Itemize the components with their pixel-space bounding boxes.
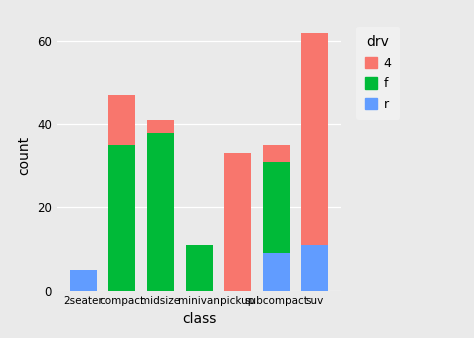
Bar: [224, 153, 251, 291]
Bar: [186, 245, 212, 291]
Bar: [263, 145, 290, 162]
Bar: [263, 253, 290, 291]
Legend: 4, f, r: 4, f, r: [356, 26, 400, 120]
Y-axis label: count: count: [18, 136, 32, 175]
Bar: [70, 270, 97, 291]
X-axis label: class: class: [182, 313, 216, 327]
Bar: [109, 145, 136, 291]
Bar: [109, 95, 136, 145]
Bar: [147, 120, 174, 132]
Bar: [301, 245, 328, 291]
Bar: [147, 132, 174, 291]
Bar: [301, 33, 328, 245]
Bar: [263, 162, 290, 253]
